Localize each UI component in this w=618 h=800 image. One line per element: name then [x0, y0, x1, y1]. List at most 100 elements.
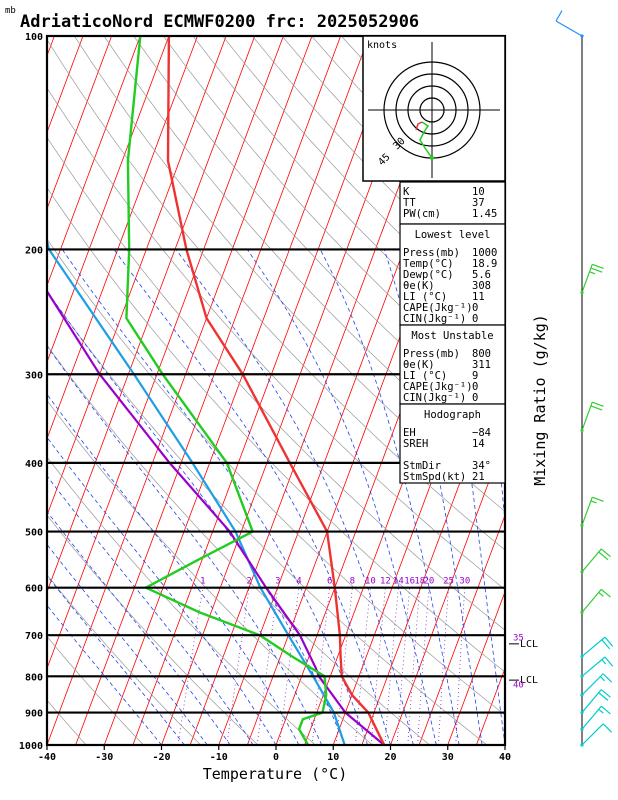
hodograph-point — [430, 156, 434, 160]
index-value: 9 — [472, 370, 478, 382]
wind-barb-flag — [555, 10, 563, 22]
wind-barb-flag — [598, 551, 609, 561]
index-value: 311 — [472, 359, 491, 371]
wind-barb-shaft — [581, 402, 593, 431]
wind-barb-flag — [592, 263, 604, 269]
isotherm-line — [47, 36, 313, 745]
temperature-tick-label: 0 — [273, 752, 279, 763]
wind-barb-point — [580, 428, 584, 433]
pressure-tick-label: 1000 — [19, 741, 43, 752]
wind-barb-flag — [592, 496, 604, 502]
wind-barb-shaft — [581, 588, 602, 613]
dry-adiabat — [0, 36, 42, 760]
wind-barb-shaft — [581, 548, 602, 573]
mixing-ratio-label: 3 — [275, 577, 280, 587]
index-value: 1.45 — [472, 208, 497, 220]
index-value: 0 — [472, 392, 478, 404]
moist-adiabat — [47, 393, 300, 745]
wind-barb-point — [580, 710, 584, 715]
chart-title: AdriaticoNord ECMWF0200 frc: 2025052906 — [20, 12, 419, 32]
wind-barb-point — [580, 674, 584, 678]
index-label: LI (°C) — [403, 370, 447, 382]
mixing-ratio-line — [438, 587, 449, 745]
wind-barb-point — [580, 523, 584, 527]
sounding-profiles — [47, 36, 386, 745]
dry-adiabat — [47, 187, 505, 673]
temperature-tick-label: 20 — [384, 752, 396, 763]
hodograph-trace — [415, 121, 423, 131]
isotherm-line — [47, 36, 141, 287]
wind-barb-flag — [600, 588, 611, 598]
wind-profile — [555, 10, 614, 747]
dry-adiabat — [47, 699, 87, 745]
wind-barb-flag — [601, 659, 607, 665]
mixing-ratio-line — [407, 587, 421, 745]
mixing-ratio-label: 6 — [327, 577, 332, 587]
temperature-tick-label: -40 — [38, 752, 56, 763]
dry-adiabat — [47, 635, 144, 745]
dry-adiabat — [47, 574, 202, 745]
pressure-tick-label: 300 — [25, 370, 43, 381]
wind-barb-flag — [600, 705, 611, 715]
pressure-tick-label: 900 — [25, 709, 43, 720]
indices-panel: K 10 TT 37 PW(cm) 1.45 Lowest level Press(mb) 10… — [399, 181, 506, 484]
moist-adiabat — [435, 249, 505, 745]
moist-adiabat — [113, 249, 391, 745]
wind-barb-flag — [602, 723, 613, 733]
isotherm-line — [447, 590, 505, 745]
wind-barb-shaft — [581, 636, 606, 657]
dry-adiabat — [103, 36, 505, 475]
index-value: 14 — [472, 438, 485, 450]
index-value: 0 — [472, 313, 478, 325]
wind-barb-shaft — [581, 723, 604, 746]
isotherm-line — [103, 36, 370, 745]
mb-unit-label: mb — [5, 6, 16, 16]
parcel-profile-line — [47, 289, 385, 745]
index-label: CAPE(Jkg⁻¹) — [403, 381, 473, 393]
wind-barb-flag — [600, 548, 611, 558]
index-value: 10 — [472, 186, 485, 198]
wind-barb-flag — [599, 676, 606, 682]
moist-adiabat — [47, 436, 277, 745]
isotherm-line — [47, 36, 112, 211]
dewpoint-profile-line — [125, 36, 328, 745]
index-label: EH — [403, 427, 416, 439]
wind-barb-shaft — [581, 656, 606, 677]
wind-barb-shaft — [581, 705, 602, 730]
index-heading: Most Unstable — [411, 330, 493, 342]
index-label: LI (°C) — [403, 291, 447, 303]
wind-barb-shaft — [581, 689, 602, 713]
mixing-ratio-label: 18 — [414, 577, 425, 587]
moist-adiabat — [47, 510, 231, 745]
temperature-tick-label: 10 — [327, 752, 339, 763]
dry-adiabat — [47, 87, 505, 591]
dry-adiabat — [133, 36, 505, 438]
dry-adiabat — [47, 514, 259, 745]
isotherm-line — [47, 36, 227, 517]
wind-barb-flag — [590, 500, 597, 504]
moist-adiabat — [47, 345, 323, 745]
mixing-ratio-label: 14 — [393, 577, 404, 587]
wind-barb-point — [580, 34, 584, 38]
index-label: TT — [403, 197, 416, 209]
temperature-tick-label: 30 — [442, 752, 454, 763]
index-label: Press(mb) — [403, 247, 460, 259]
wind-barb-flag — [598, 692, 609, 701]
lcl-label: LCL — [520, 639, 538, 650]
index-label: Press(mb) — [403, 348, 460, 360]
index-label: CAPE(Jkg⁻¹) — [403, 302, 473, 314]
isotherm-line — [390, 437, 505, 745]
index-value: 800 — [472, 348, 491, 360]
pressure-tick-label: 100 — [25, 32, 43, 43]
isotherm-line — [47, 36, 198, 440]
temperature-tick-label: -30 — [95, 752, 113, 763]
wind-barb-flag — [589, 271, 596, 275]
hodograph-trace — [419, 121, 433, 159]
isotherm-line — [132, 36, 399, 745]
index-value: 308 — [472, 280, 491, 292]
dry-adiabat — [74, 36, 505, 512]
index-heading: Lowest level — [415, 229, 491, 241]
wind-barb-flag — [592, 401, 604, 407]
